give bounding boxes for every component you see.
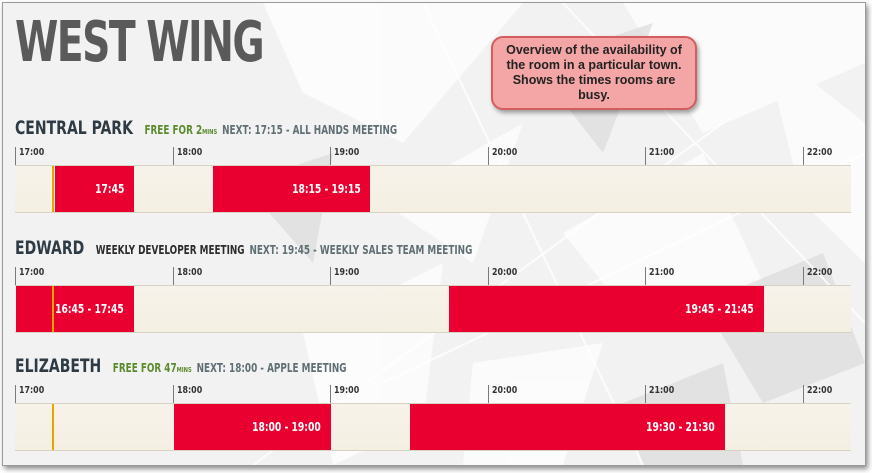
booking-time-label: 19:45 - 21:45 [685,302,755,316]
room-next-meeting: NEXT: 17:15 - ALL HANDS MEETING [222,123,398,137]
room-header: ELIZABETH FREE FOR 47MINS NEXT: 18:00 - AP… [15,355,347,377]
room-status-text: FREE FOR 2 [144,123,203,137]
west-wing-panel: WEST WING Overview of the availability o… [2,2,866,466]
hour-tick: 18:00 [172,267,206,285]
room-name[interactable]: EDWARD [15,237,85,259]
hour-tick: 18:00 [172,147,206,165]
availability-track: 17:45 18:15 - 19:15 [15,165,851,213]
room-header: CENTRAL PARK FREE FOR 2MINS NEXT: 17:15 - … [15,117,397,139]
room-status: FREE FOR 47MINS [113,361,192,375]
current-time-marker [52,404,55,450]
room-status-text: WEEKLY DEVELOPER MEETING [95,243,245,257]
hour-tick: 20:00 [487,267,521,285]
hour-label: 21:00 [649,267,675,278]
room-next-meeting: NEXT: 18:00 - APPLE MEETING [196,361,347,375]
callout-text: Overview of the availability of the room… [506,43,682,102]
booking-block[interactable]: 18:15 - 19:15 [212,166,371,212]
availability-track: 16:45 - 17:45 19:45 - 21:45 [15,285,851,333]
hour-label: 18:00 [176,385,202,396]
availability-track: 18:00 - 19:00 19:30 - 21:30 [15,403,851,451]
hour-tick: 21:00 [645,147,678,165]
booking-time-label: 17:45 [94,182,125,196]
hour-tick: 19:00 [330,267,363,285]
hour-label: 17:00 [19,385,45,396]
room-header: EDWARD WEEKLY DEVELOPER MEETING NEXT: 19:4… [15,237,472,259]
booking-block[interactable]: 18:00 - 19:00 [173,404,331,450]
hour-tick: 17:00 [15,267,48,285]
hour-label: 22:00 [806,147,832,158]
room-status-unit: MINS [202,128,218,136]
time-ruler: 17:00 18:00 19:00 20:00 21:00 22:00 [15,267,851,285]
annotation-callout: Overview of the availability of the room… [491,36,697,110]
booking-time-label: 18:00 - 19:00 [252,420,321,434]
booking-block[interactable]: 19:30 - 21:30 [409,404,725,450]
hour-tick: 19:00 [330,385,363,403]
hour-tick: 18:00 [172,385,206,403]
hour-label: 17:00 [19,267,45,278]
hour-label: 21:00 [649,385,675,396]
hour-label: 20:00 [491,267,517,278]
hour-tick: 17:00 [15,385,48,403]
hour-label: 22:00 [806,267,832,278]
booking-block[interactable]: 16:45 - 17:45 [16,286,135,332]
hour-label: 19:00 [334,147,360,158]
hour-label: 20:00 [491,385,517,396]
hour-label: 18:00 [176,147,202,158]
room-next-meeting: NEXT: 19:45 - WEEKLY SALES TEAM MEETING [249,243,473,257]
room-status: FREE FOR 2MINS [144,123,217,137]
hour-tick: 21:00 [645,267,678,285]
hour-label: 19:00 [334,267,360,278]
hour-tick: 17:00 [15,147,48,165]
hour-tick: 20:00 [487,147,521,165]
hour-tick: 20:00 [487,385,521,403]
room-name[interactable]: ELIZABETH [15,355,102,377]
room-name[interactable]: CENTRAL PARK [15,117,133,139]
hour-label: 21:00 [649,147,675,158]
current-time-marker [52,286,55,332]
room-status-text: FREE FOR 47 [112,361,177,375]
hour-tick: 21:00 [645,385,678,403]
booking-block[interactable]: 19:45 - 21:45 [449,286,765,332]
hour-label: 19:00 [334,385,360,396]
booking-time-label: 18:15 - 19:15 [291,182,361,196]
hour-tick: 22:00 [802,385,836,403]
hour-label: 17:00 [19,147,45,158]
hour-tick: 19:00 [330,147,363,165]
hour-tick: 22:00 [802,267,836,285]
booking-block[interactable]: 17:45 [55,166,135,212]
time-ruler: 17:00 18:00 19:00 20:00 21:00 22:00 [15,385,851,403]
hour-label: 22:00 [806,385,832,396]
room-status-unit: MINS [176,366,192,374]
page-title: WEST WING [15,10,265,75]
hour-label: 20:00 [491,147,517,158]
room-status: WEEKLY DEVELOPER MEETING [96,243,245,257]
booking-time-label: 16:45 - 17:45 [55,302,125,316]
hour-tick: 22:00 [802,147,836,165]
time-ruler: 17:00 18:00 19:00 20:00 21:00 22:00 [15,147,851,165]
current-time-marker [52,166,55,212]
booking-time-label: 19:30 - 21:30 [646,420,715,434]
hour-label: 18:00 [176,267,202,278]
